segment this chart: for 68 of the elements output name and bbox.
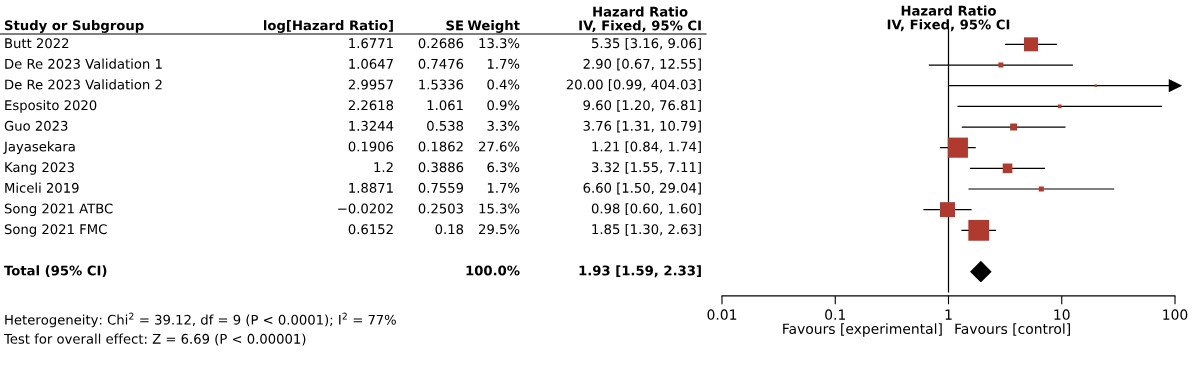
x-tick-label: 0.01	[707, 309, 737, 320]
text: 1.3244	[349, 120, 394, 131]
text: 27.6%	[479, 141, 520, 152]
text: 13.3%	[479, 38, 520, 49]
text: 0.98 [0.60, 1.60]	[591, 203, 701, 216]
text: 1.21 [0.84, 1.74]	[592, 141, 701, 154]
x-tick-label: 10	[1054, 309, 1070, 320]
category-label: Jayasekara	[3, 141, 75, 155]
text: 2.9957	[348, 79, 393, 90]
category-label: Butt 2022	[5, 38, 69, 49]
text: 0.6152	[348, 224, 393, 235]
text: 1.0647	[349, 58, 393, 69]
text: 0.2686	[418, 38, 464, 49]
text: 1.2	[374, 162, 393, 172]
chart-title: Hazard Ratio IV, Fixed, 95% CI	[887, 5, 1010, 32]
text: Test for overall effect: Z = 6.69 (P < 0.00001)	[3, 333, 306, 346]
text: 6.3%	[487, 162, 520, 173]
text: 0.538	[427, 120, 464, 131]
text: 1.6771	[349, 38, 393, 49]
text: 1.8871	[349, 182, 393, 193]
category-label: De Re 2023 Validation 1	[5, 58, 162, 69]
text: 3.76 [1.31, 10.79]	[583, 120, 701, 133]
category-label: Guo 2023	[4, 120, 68, 131]
text: 1.7%	[487, 58, 520, 69]
x-tick-label: 1	[945, 309, 952, 320]
text: 1.93 [1.59, 2.33]	[579, 265, 701, 278]
text: 5.35 [3.16, 9.06]	[592, 37, 701, 50]
category-label: Kang 2023	[5, 162, 74, 175]
text: 1.5336	[419, 79, 464, 90]
text: 9.60 [1.20, 76.81]	[583, 99, 701, 112]
text: 20.00 [0.99, 404.03]	[566, 79, 701, 92]
category-label: Miceli 2019	[5, 182, 79, 193]
category-label: Esposito 2020	[5, 99, 97, 113]
text: 100.0%	[466, 265, 520, 276]
category-label: SE	[446, 20, 464, 31]
text: 0.9%	[487, 100, 520, 111]
x-tick-label: 100	[1163, 309, 1188, 320]
category-label: Hazard Ratio IV, Fixed, 95% CI	[579, 6, 701, 33]
text: 0.3886	[418, 162, 464, 173]
text: 0.4%	[487, 79, 520, 90]
text: 0.1906	[348, 141, 394, 152]
category-label: Song 2021 ATBC	[4, 203, 113, 217]
text: 2.90 [0.67, 12.55]	[583, 58, 701, 71]
text: 0.7559	[418, 182, 464, 193]
category-label: De Re 2023 Validation 2	[5, 79, 162, 90]
text: 29.5%	[479, 224, 520, 235]
text: 0.1862	[418, 141, 463, 152]
text: 2.2618	[348, 100, 394, 111]
text: 1.061	[427, 100, 463, 111]
category-label: Song 2021 FMC	[4, 224, 107, 237]
text: 0.2503	[418, 203, 463, 214]
category-label: Total (95% CI)	[4, 265, 107, 278]
x-tick-label: 0.1	[825, 309, 846, 320]
text: 0.7476	[418, 58, 464, 69]
text: Favours [experimental]	[783, 323, 942, 337]
category-label: Weight	[467, 20, 520, 33]
text: 0.18	[435, 224, 464, 235]
text: Heterogeneity: Chi$^{2}$ = 39.12, df = 9 (P < 0.0001); I$^{2}$ = 77%	[5, 312, 396, 328]
text: Favours [control]	[955, 323, 1070, 336]
text: 1.7%	[487, 182, 520, 193]
text: −0.0202	[338, 203, 393, 214]
category-label: log[Hazard Ratio]	[263, 20, 393, 33]
text: 15.3%	[479, 203, 520, 214]
text: 3.32 [1.55, 7.11]	[592, 161, 701, 174]
text: 6.60 [1.50, 29.04]	[583, 182, 701, 195]
text: Study or Subgroup	[4, 20, 144, 33]
text: 1.85 [1.30, 2.63]	[592, 223, 701, 236]
text: 3.3%	[487, 120, 520, 131]
